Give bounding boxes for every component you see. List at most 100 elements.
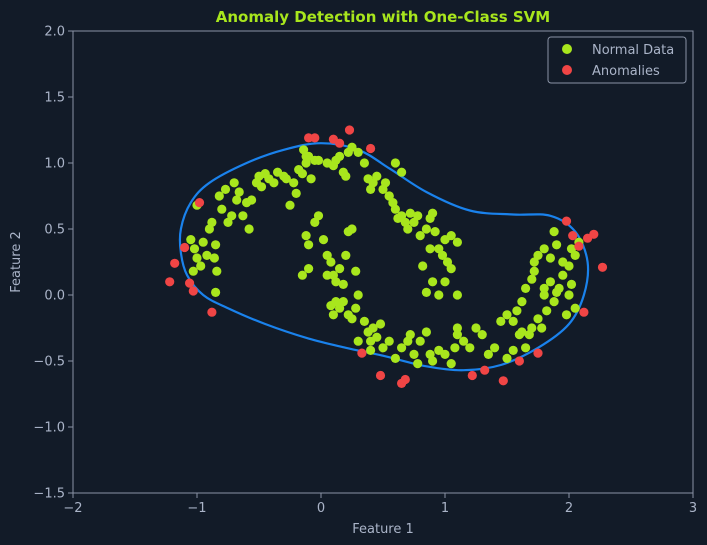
normal-data-point xyxy=(430,227,440,237)
normal-data-point xyxy=(521,343,531,353)
x-tick-label: −1 xyxy=(187,501,206,516)
y-tick-label: 1.5 xyxy=(44,91,65,106)
normal-data-point xyxy=(285,200,295,210)
normal-data-point xyxy=(549,227,559,237)
normal-data-point xyxy=(390,204,400,214)
normal-data-point xyxy=(452,323,462,333)
anomaly-point xyxy=(597,262,608,272)
x-tick-label: 0 xyxy=(317,501,325,516)
anomaly-point xyxy=(498,376,508,386)
normal-data-point xyxy=(212,266,222,276)
y-tick-label: −1.0 xyxy=(33,421,65,436)
normal-data-point xyxy=(359,158,369,168)
normal-data-point xyxy=(326,301,336,311)
anomaly-point xyxy=(568,231,578,241)
normal-data-point xyxy=(198,237,208,247)
anomaly-point xyxy=(480,365,490,375)
normal-data-point xyxy=(188,266,198,276)
normal-data-point xyxy=(353,290,363,300)
normal-data-point xyxy=(508,345,518,355)
normal-data-point xyxy=(353,147,363,157)
normal-data-point xyxy=(428,208,438,218)
x-axis: −2 −1 0 1 2 3 xyxy=(63,493,697,516)
normal-data-point xyxy=(452,237,462,247)
x-tick-label: 3 xyxy=(689,501,697,516)
y-tick-label: 1.0 xyxy=(44,157,65,172)
y-axis-label: Feature 2 xyxy=(9,231,24,293)
normal-data-point xyxy=(211,287,221,297)
normal-data-point xyxy=(297,169,307,179)
normal-data-point xyxy=(440,277,450,287)
normal-data-point xyxy=(529,266,539,276)
normal-data-point xyxy=(306,174,316,184)
normal-data-point xyxy=(539,283,549,293)
normal-data-point xyxy=(313,211,324,221)
normal-data-point xyxy=(570,250,580,260)
anomaly-point xyxy=(467,370,477,381)
normal-data-point xyxy=(238,211,248,221)
y-tick-label: −1.5 xyxy=(33,487,65,502)
anomaly-point xyxy=(574,241,584,251)
normal-data-point xyxy=(366,345,376,355)
normal-data-point xyxy=(196,261,206,271)
x-axis-label: Feature 1 xyxy=(352,522,414,537)
normal-data-point xyxy=(217,204,227,214)
normal-data-point xyxy=(390,158,400,168)
anomaly-point xyxy=(335,138,345,148)
normal-data-point xyxy=(413,359,423,369)
normal-data-point xyxy=(465,343,475,353)
anomaly-point xyxy=(170,258,180,268)
normal-data-point xyxy=(446,231,456,241)
normal-data-point xyxy=(297,270,307,280)
y-axis: −1.5 −1.0 −0.5 0.0 0.5 1.0 1.5 2.0 xyxy=(33,25,73,502)
normal-data-point xyxy=(335,264,345,274)
anomaly-point xyxy=(561,216,572,226)
normal-data-point xyxy=(564,290,574,300)
normal-data-point xyxy=(375,319,386,329)
normal-data-point xyxy=(415,336,425,346)
normal-data-point xyxy=(539,290,549,300)
y-tick-label: 0.5 xyxy=(44,223,65,238)
normal-data-point xyxy=(338,297,348,307)
normal-data-point xyxy=(418,261,428,271)
anomaly-point xyxy=(185,278,195,288)
normal-data-point xyxy=(318,235,329,245)
normal-data-point xyxy=(533,250,543,260)
normal-data-point xyxy=(521,283,531,293)
chart-title: Anomaly Detection with One-Class SVM xyxy=(216,8,550,26)
legend-label-normal: Normal Data xyxy=(592,43,674,58)
normal-data-point xyxy=(527,274,537,284)
normal-data-point xyxy=(502,310,512,320)
normal-data-point xyxy=(256,182,267,192)
legend: Normal Data Anomalies xyxy=(547,36,687,84)
normal-data-point xyxy=(542,306,552,316)
normal-data-point xyxy=(440,349,450,359)
normal-data-point xyxy=(359,316,369,326)
normal-data-point xyxy=(508,316,518,326)
normal-data-point xyxy=(490,343,500,353)
normal-data-point xyxy=(291,188,301,198)
normal-data-point xyxy=(570,303,580,313)
normal-data-point xyxy=(558,270,568,280)
x-tick-label: 1 xyxy=(441,501,449,516)
normal-data-point xyxy=(545,277,556,287)
normal-data-point xyxy=(397,343,407,353)
normal-data-point xyxy=(477,330,487,340)
anomaly-point xyxy=(375,370,386,381)
legend-box xyxy=(547,36,687,84)
normal-data-point xyxy=(421,287,431,297)
normal-data-point xyxy=(446,264,456,274)
x-tick-label: −2 xyxy=(63,501,82,516)
normal-data-point xyxy=(552,240,562,250)
normal-data-point xyxy=(351,303,361,313)
normal-data-point xyxy=(421,327,431,337)
normal-data-point xyxy=(244,224,254,234)
normal-data-point xyxy=(347,224,357,234)
anomaly-point xyxy=(533,348,543,358)
legend-label-anomalies: Anomalies xyxy=(592,64,660,79)
normal-data-point xyxy=(517,297,527,307)
anomaly-point xyxy=(194,198,205,208)
normal-data-point xyxy=(189,244,200,254)
normal-data-point xyxy=(347,314,357,324)
